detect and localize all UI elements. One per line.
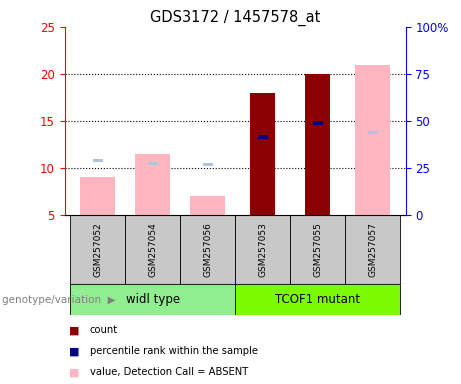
Bar xyxy=(135,154,170,215)
Bar xyxy=(235,284,400,315)
Text: TCOF1 mutant: TCOF1 mutant xyxy=(275,293,360,306)
Text: percentile rank within the sample: percentile rank within the sample xyxy=(90,346,258,356)
Text: count: count xyxy=(90,325,118,335)
Bar xyxy=(125,215,180,284)
Bar xyxy=(258,135,267,139)
Text: ■: ■ xyxy=(69,346,80,356)
Text: GSM257057: GSM257057 xyxy=(368,222,377,277)
Text: genotype/variation  ▶: genotype/variation ▶ xyxy=(2,295,116,305)
Bar xyxy=(70,284,235,315)
Bar xyxy=(190,196,225,215)
Text: GSM257053: GSM257053 xyxy=(258,222,267,277)
Bar xyxy=(235,215,290,284)
Title: GDS3172 / 1457578_at: GDS3172 / 1457578_at xyxy=(150,9,320,25)
Bar xyxy=(148,162,158,165)
Bar xyxy=(305,74,330,215)
Text: GSM257054: GSM257054 xyxy=(148,222,157,277)
Text: ■: ■ xyxy=(69,325,80,335)
Bar xyxy=(368,131,378,134)
Bar xyxy=(93,159,102,162)
Text: widl type: widl type xyxy=(125,293,180,306)
Bar xyxy=(203,162,213,166)
Text: GSM257055: GSM257055 xyxy=(313,222,322,277)
Bar xyxy=(355,65,390,215)
Text: GSM257056: GSM257056 xyxy=(203,222,212,277)
Bar xyxy=(80,177,115,215)
Bar xyxy=(70,215,125,284)
Text: value, Detection Call = ABSENT: value, Detection Call = ABSENT xyxy=(90,367,248,377)
Text: ■: ■ xyxy=(69,367,80,377)
Bar xyxy=(313,121,323,125)
Text: GSM257052: GSM257052 xyxy=(93,222,102,277)
Bar xyxy=(180,215,235,284)
Bar xyxy=(250,93,275,215)
Bar xyxy=(290,215,345,284)
Bar xyxy=(345,215,400,284)
